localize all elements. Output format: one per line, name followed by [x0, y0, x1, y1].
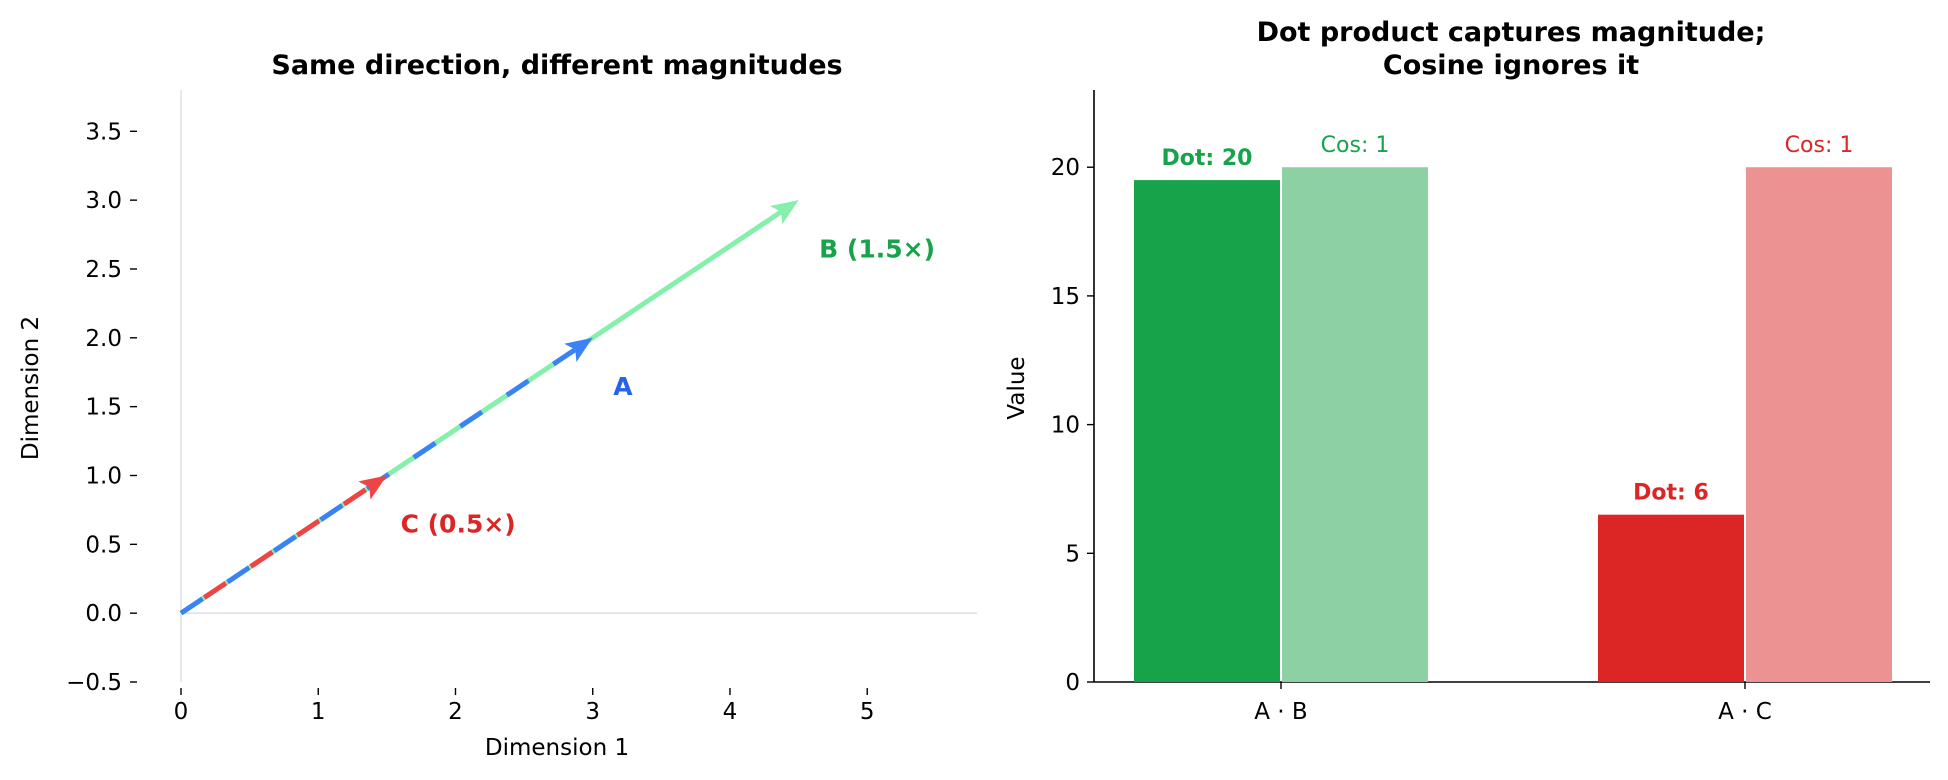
vector-label: A: [613, 372, 633, 401]
vector-label: B (1.5×): [819, 234, 935, 263]
bar: [1746, 167, 1892, 682]
vector-arrowhead: [358, 475, 387, 500]
x-tick-label: 3: [585, 699, 600, 725]
bar-chart-bars: Dot: 20 Cos: 1 Dot: 6 Cos: 1: [1134, 133, 1892, 682]
bar-value-label: Dot: 6: [1633, 481, 1709, 506]
vector-chart-vectors: B (1.5×) A C (0.5×): [179, 200, 935, 616]
y-tick-label: 15: [1051, 284, 1080, 310]
vector-chart-title: Same direction, different magnitudes: [271, 50, 842, 81]
y-tick-label: 1.0: [85, 463, 122, 489]
y-tick-label: 20: [1051, 155, 1080, 181]
y-tick-label: 3.5: [85, 119, 122, 145]
bar: [1598, 514, 1744, 682]
vector-chart-axes: 0 1 2 3 4 5 −0.5 0.0 0.5 1.0 1.5 2.0 2.5 3.0 3.5: [66, 90, 977, 725]
bar-chart-y-axis-label: Value: [1004, 356, 1030, 419]
bar-value-label: Dot: 20: [1162, 146, 1253, 171]
x-tick-label: 2: [448, 699, 463, 725]
x-tick-label: 0: [174, 699, 189, 725]
y-tick-label: 0.5: [85, 532, 122, 558]
bar-value-label: Cos: 1: [1321, 133, 1390, 158]
y-tick-label: 5: [1065, 541, 1080, 567]
y-tick-label: 2.5: [85, 257, 122, 283]
x-tick-label: 1: [311, 699, 326, 725]
y-tick-label: 3.0: [85, 188, 122, 214]
y-tick-label: 0: [1065, 670, 1080, 696]
y-tick-label: 1.5: [85, 395, 122, 421]
bar: [1134, 180, 1280, 682]
bar: [1282, 167, 1428, 682]
vector-chart-x-axis-label: Dimension 1: [485, 735, 629, 761]
y-tick-label: −0.5: [66, 670, 122, 696]
y-tick-label: 10: [1051, 413, 1080, 439]
vector-arrowhead: [770, 200, 799, 225]
vector-chart: Same direction, different magnitudes Dim…: [18, 50, 977, 761]
y-tick-label: 0.0: [85, 601, 122, 627]
x-tick-label: 4: [723, 699, 738, 725]
vector-arrowhead: [564, 337, 593, 362]
x-tick-label: A · C: [1718, 699, 1772, 725]
bar-value-label: Cos: 1: [1785, 133, 1854, 158]
y-tick-label: 2.0: [85, 326, 122, 352]
x-tick-label: 5: [860, 699, 875, 725]
vector-line: [179, 481, 377, 616]
bar-chart-title-line-1: Dot product captures magnitude;: [1257, 17, 1766, 48]
x-tick-label: A · B: [1254, 699, 1307, 725]
vector-label: C (0.5×): [401, 510, 516, 539]
bar-chart: Dot product captures magnitude; Cosine i…: [1004, 17, 1930, 725]
bar-chart-title-line-2: Cosine ignores it: [1383, 50, 1639, 81]
vector-chart-y-axis-label: Dimension 2: [18, 316, 44, 460]
